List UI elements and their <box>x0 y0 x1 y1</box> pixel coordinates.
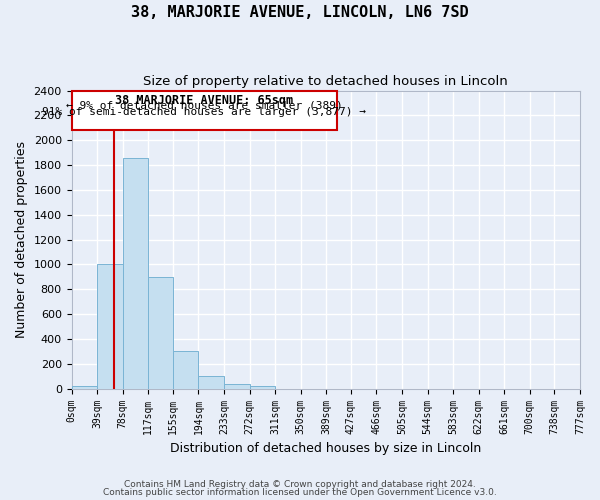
Title: Size of property relative to detached houses in Lincoln: Size of property relative to detached ho… <box>143 75 508 88</box>
Text: 38 MARJORIE AVENUE: 65sqm: 38 MARJORIE AVENUE: 65sqm <box>115 94 293 108</box>
Text: Contains public sector information licensed under the Open Government Licence v3: Contains public sector information licen… <box>103 488 497 497</box>
Bar <box>199 376 224 388</box>
Bar <box>97 264 122 388</box>
Text: ← 9% of detached houses are smaller (389): ← 9% of detached houses are smaller (389… <box>66 100 343 110</box>
X-axis label: Distribution of detached houses by size in Lincoln: Distribution of detached houses by size … <box>170 442 481 455</box>
Text: Contains HM Land Registry data © Crown copyright and database right 2024.: Contains HM Land Registry data © Crown c… <box>124 480 476 489</box>
Bar <box>122 158 148 388</box>
Bar <box>71 386 97 388</box>
Text: 91% of semi-detached houses are larger (3,877) →: 91% of semi-detached houses are larger (… <box>43 106 367 117</box>
Bar <box>224 384 250 388</box>
Text: 38, MARJORIE AVENUE, LINCOLN, LN6 7SD: 38, MARJORIE AVENUE, LINCOLN, LN6 7SD <box>131 5 469 20</box>
Y-axis label: Number of detached properties: Number of detached properties <box>15 141 28 338</box>
Bar <box>250 386 275 388</box>
Bar <box>173 352 199 389</box>
Bar <box>148 277 173 388</box>
Bar <box>71 90 337 130</box>
